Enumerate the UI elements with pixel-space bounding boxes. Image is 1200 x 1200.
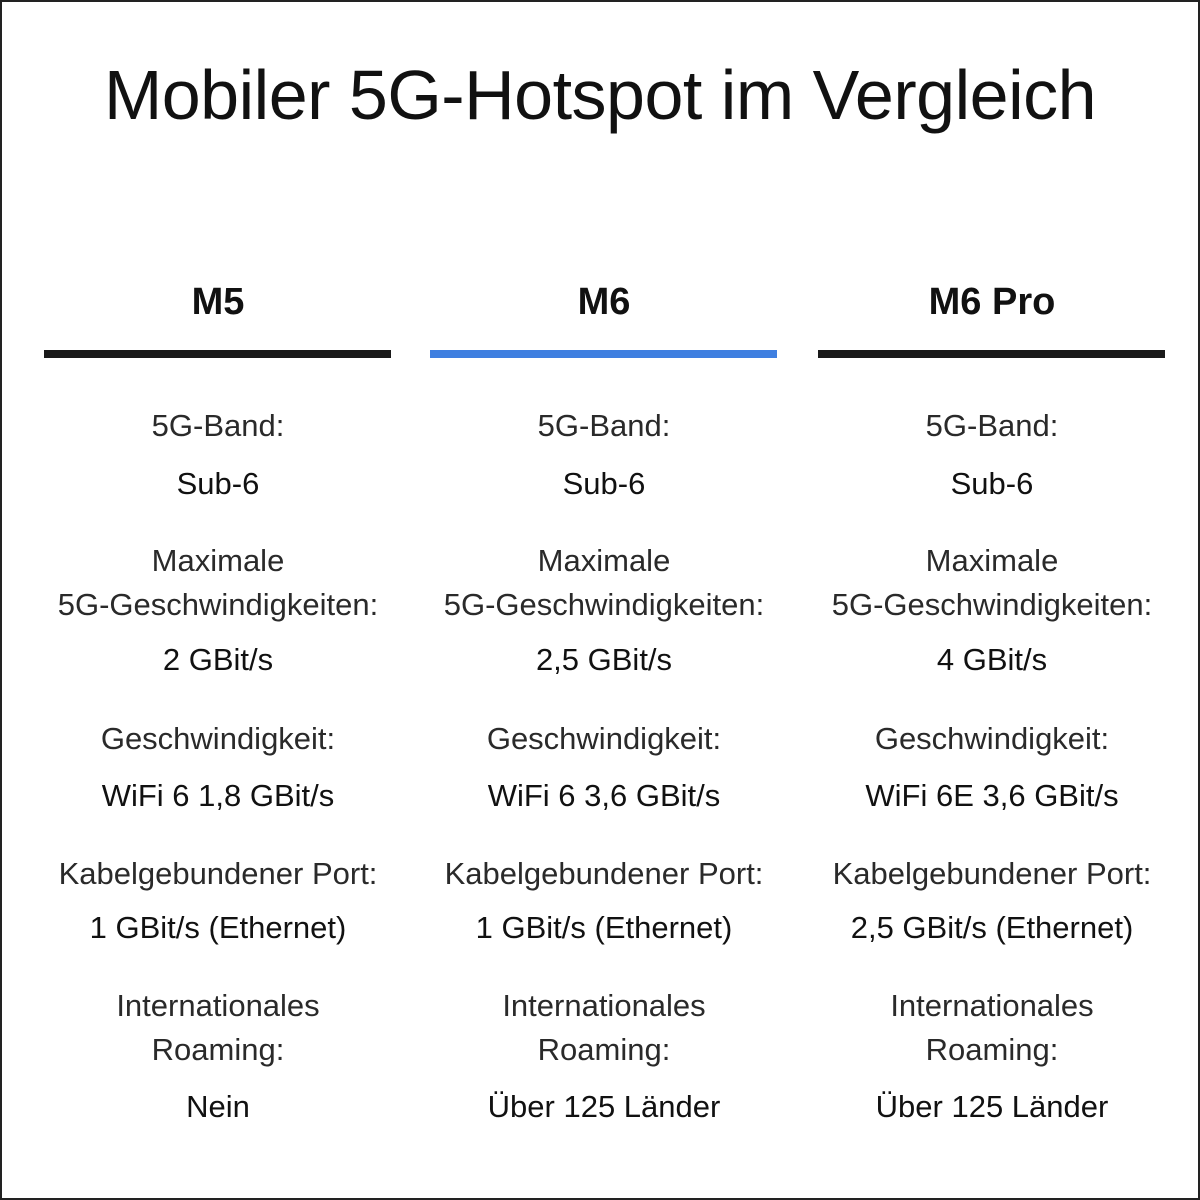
product-underline-bar bbox=[818, 350, 1165, 358]
port-label: Kabelgebundener Port: bbox=[444, 856, 764, 891]
wifi-label: Geschwindigkeit: bbox=[100, 721, 336, 756]
product-column-m6-pro: M6 Pro 5G-Band: Sub-6 Maximale 5G-Geschw… bbox=[798, 2, 1186, 1198]
roaming-label-line1: Internationales bbox=[502, 988, 706, 1023]
roaming-value: Nein bbox=[186, 1089, 250, 1124]
roaming-value: Über 125 Länder bbox=[875, 1089, 1109, 1124]
port-label: Kabelgebundener Port: bbox=[58, 856, 378, 891]
product-column-m5: M5 5G-Band: Sub-6 Maximale 5G-Geschwindi… bbox=[24, 2, 412, 1198]
max-speed-label-line1: Maximale bbox=[151, 543, 285, 578]
roaming-label-line2: Roaming: bbox=[925, 1032, 1059, 1067]
max-speed-value: 2,5 GBit/s bbox=[535, 642, 673, 677]
band-label: 5G-Band: bbox=[537, 408, 671, 443]
port-value: 1 GBit/s (Ethernet) bbox=[89, 910, 347, 945]
page-title: Mobiler 5G-Hotspot im Vergleich bbox=[103, 56, 1097, 134]
wifi-value: WiFi 6E 3,6 GBit/s bbox=[865, 778, 1119, 813]
port-value: 1 GBit/s (Ethernet) bbox=[475, 910, 733, 945]
product-column-m6: M6 5G-Band: Sub-6 Maximale 5G-Geschwindi… bbox=[410, 2, 798, 1198]
max-speed-label-line2: 5G-Geschwindigkeiten: bbox=[443, 587, 765, 622]
band-label: 5G-Band: bbox=[151, 408, 285, 443]
wifi-value: WiFi 6 3,6 GBit/s bbox=[487, 778, 721, 813]
max-speed-value: 2 GBit/s bbox=[162, 642, 274, 677]
roaming-label-line2: Roaming: bbox=[151, 1032, 285, 1067]
max-speed-label-line2: 5G-Geschwindigkeiten: bbox=[831, 587, 1153, 622]
max-speed-value: 4 GBit/s bbox=[936, 642, 1048, 677]
band-value: Sub-6 bbox=[562, 466, 646, 501]
max-speed-label-line2: 5G-Geschwindigkeiten: bbox=[57, 587, 379, 622]
band-value: Sub-6 bbox=[950, 466, 1034, 501]
port-value: 2,5 GBit/s (Ethernet) bbox=[850, 910, 1134, 945]
roaming-label-line1: Internationales bbox=[116, 988, 320, 1023]
band-label: 5G-Band: bbox=[925, 408, 1059, 443]
product-underline-bar bbox=[430, 350, 777, 358]
port-label: Kabelgebundener Port: bbox=[832, 856, 1152, 891]
wifi-label: Geschwindigkeit: bbox=[874, 721, 1110, 756]
roaming-value: Über 125 Länder bbox=[487, 1089, 721, 1124]
roaming-label-line2: Roaming: bbox=[537, 1032, 671, 1067]
max-speed-label-line1: Maximale bbox=[537, 543, 671, 578]
band-value: Sub-6 bbox=[176, 466, 260, 501]
wifi-value: WiFi 6 1,8 GBit/s bbox=[101, 778, 335, 813]
product-name: M5 bbox=[191, 281, 245, 323]
product-name: M6 bbox=[577, 281, 631, 323]
roaming-label-line1: Internationales bbox=[890, 988, 1094, 1023]
product-name: M6 Pro bbox=[928, 281, 1056, 323]
product-underline-bar bbox=[44, 350, 391, 358]
wifi-label: Geschwindigkeit: bbox=[486, 721, 722, 756]
max-speed-label-line1: Maximale bbox=[925, 543, 1059, 578]
